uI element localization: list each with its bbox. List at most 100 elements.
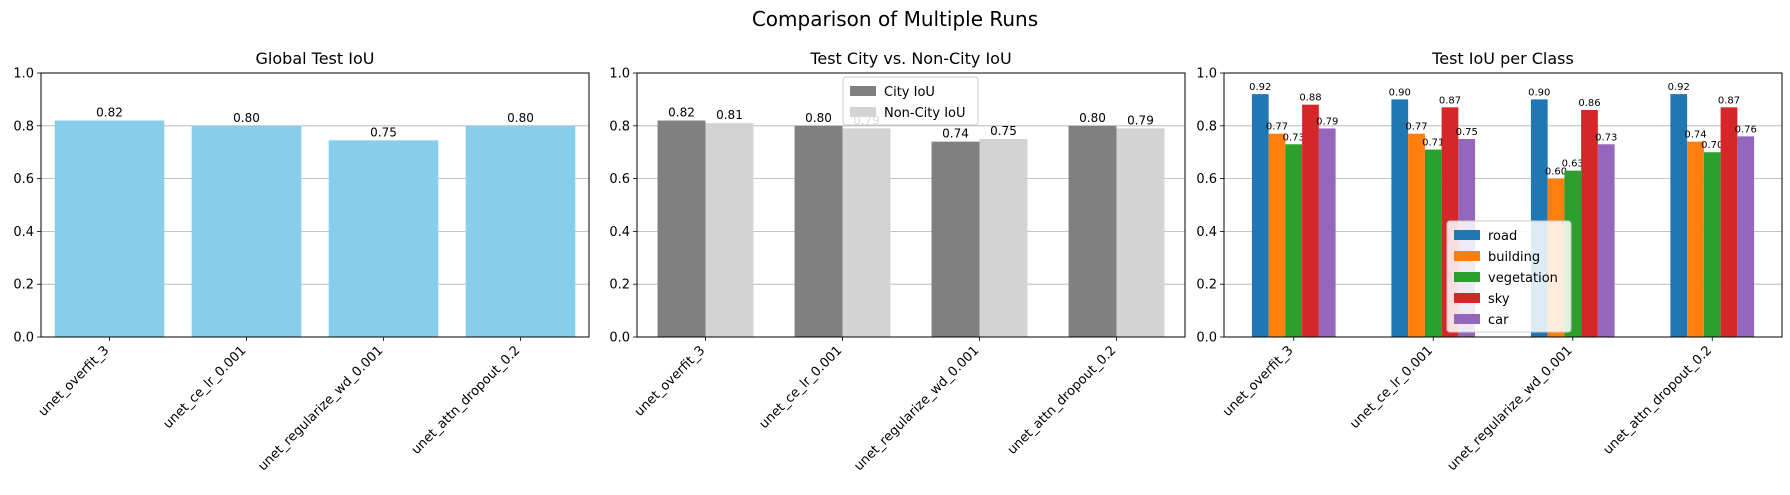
bar [191, 125, 302, 337]
legend: road building vegetation sky car [1446, 220, 1572, 333]
data-label: 0.74 [1684, 130, 1706, 141]
data-label: 0.79 [1127, 113, 1154, 127]
bar [1302, 104, 1319, 338]
legend-swatch [1454, 314, 1480, 324]
bar [1581, 109, 1598, 338]
y-tick-label: 0.2 [609, 278, 630, 293]
data-label: 0.80 [805, 111, 832, 125]
legend-label: building [1488, 250, 1540, 265]
bar [1408, 133, 1425, 337]
data-label: 0.70 [1701, 140, 1723, 151]
bar [1687, 141, 1704, 337]
bar [1116, 128, 1165, 337]
data-label: 0.87 [1718, 95, 1740, 106]
bar [657, 120, 706, 338]
data-label: 0.77 [1405, 122, 1427, 133]
data-label: 0.60 [1545, 167, 1567, 178]
chart-title: Test City vs. Non-City IoU [809, 49, 1011, 68]
chart-title: Test IoU per Class [1431, 49, 1574, 68]
bar [1268, 133, 1286, 337]
data-label: 0.92 [1668, 82, 1690, 93]
data-label: 0.80 [507, 111, 534, 125]
chart-title: Global Test IoU [256, 49, 375, 68]
legend-swatch [1454, 230, 1480, 240]
legend-swatch [1454, 272, 1480, 282]
data-label: 0.77 [1266, 122, 1288, 133]
legend-label: sky [1488, 292, 1510, 307]
bar [328, 140, 439, 337]
y-tick-label: 0.8 [609, 119, 630, 134]
axes-frame [40, 72, 590, 338]
legend-label: road [1488, 229, 1517, 244]
y-tick-label: 0.0 [609, 331, 630, 346]
data-label: 0.75 [1456, 127, 1478, 138]
legend-label: car [1488, 313, 1509, 328]
data-label: 0.73 [1283, 132, 1305, 143]
data-label: 0.79 [1316, 116, 1338, 127]
bar [1720, 107, 1738, 337]
data-label: 0.82 [96, 106, 123, 120]
data-label: 0.88 [1299, 93, 1321, 104]
bar [1597, 144, 1615, 337]
bar [705, 123, 754, 337]
data-label: 0.75 [370, 125, 397, 139]
legend-swatch [850, 107, 876, 117]
y-tick-label: 1.0 [13, 67, 34, 82]
bar [794, 125, 843, 337]
bar [465, 125, 576, 337]
bar [1703, 152, 1721, 337]
legend-label: City IoU [884, 85, 935, 100]
data-label: 0.82 [668, 106, 695, 120]
bar [1251, 94, 1269, 338]
data-label: 0.75 [990, 124, 1017, 138]
bar [1068, 125, 1117, 337]
data-label: 0.81 [716, 108, 743, 122]
legend-box [1446, 220, 1572, 333]
bar [931, 141, 980, 337]
data-label: 0.76 [1735, 124, 1757, 135]
data-label: 0.71 [1422, 138, 1444, 149]
y-tick-label: 0.4 [13, 225, 34, 240]
legend-swatch [1454, 251, 1480, 261]
legend-swatch [850, 86, 876, 96]
y-tick-label: 0.0 [13, 331, 34, 346]
legend-swatch [1454, 293, 1480, 303]
data-label: 0.80 [233, 111, 260, 125]
y-tick-label: 0.4 [609, 225, 630, 240]
bar [1737, 136, 1755, 337]
legend-label: Non-City IoU [884, 106, 966, 121]
y-tick-label: 0.4 [1196, 225, 1217, 240]
bar [1424, 149, 1442, 337]
y-tick-label: 0.0 [1196, 331, 1217, 346]
data-label: 0.73 [1595, 132, 1617, 143]
bar [1391, 99, 1409, 338]
y-tick-label: 0.2 [1196, 278, 1217, 293]
data-label: 0.86 [1578, 98, 1600, 109]
legend: City IoU Non-City IoU [842, 76, 979, 126]
data-label: 0.87 [1439, 95, 1461, 106]
y-tick-label: 0.8 [1196, 119, 1217, 134]
axes-frame [1223, 72, 1783, 338]
y-tick-label: 0.6 [609, 172, 630, 187]
axes-frame [636, 72, 1186, 338]
y-tick-label: 0.8 [13, 119, 34, 134]
data-label: 0.63 [1562, 159, 1584, 170]
bar [54, 120, 165, 338]
data-label: 0.90 [1528, 87, 1550, 98]
bar [1285, 144, 1303, 337]
bar [979, 139, 1028, 337]
y-tick-label: 1.0 [1196, 67, 1217, 82]
y-tick-label: 1.0 [609, 67, 630, 82]
data-label: 0.92 [1249, 82, 1271, 93]
legend-box [842, 76, 979, 126]
data-label: 0.80 [1079, 111, 1106, 125]
figure-suptitle: Comparison of Multiple Runs [752, 7, 1038, 31]
data-label: 0.90 [1389, 87, 1411, 98]
legend-label: vegetation [1488, 271, 1558, 286]
bar [842, 128, 891, 337]
bar [1318, 128, 1336, 337]
y-tick-label: 0.6 [1196, 172, 1217, 187]
y-tick-label: 0.2 [13, 278, 34, 293]
bar [1670, 94, 1688, 338]
